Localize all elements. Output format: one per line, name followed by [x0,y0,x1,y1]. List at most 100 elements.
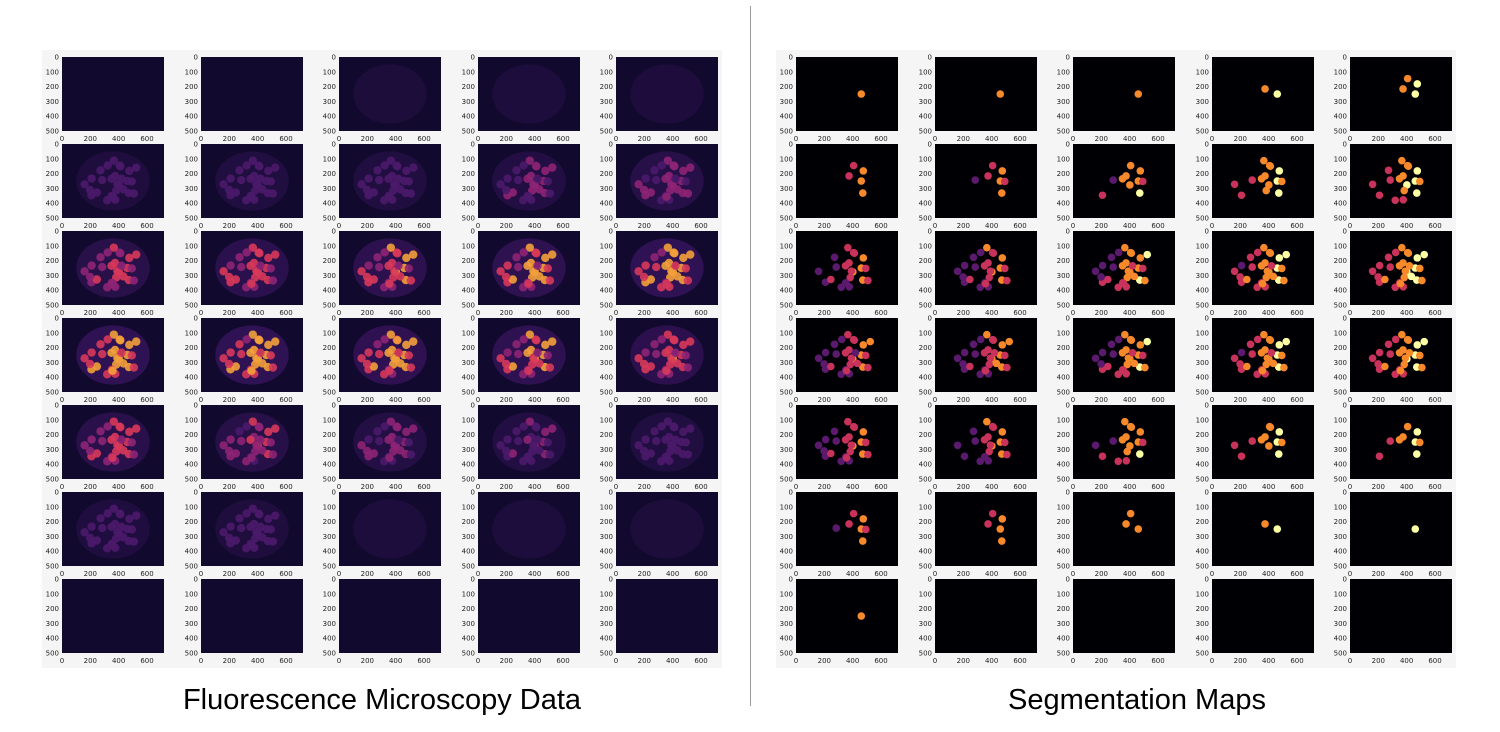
x-tick-label: 0 [1348,657,1352,665]
nucleus-spot [132,163,141,172]
segmented-nucleus [1260,520,1269,528]
segmented-nucleus [995,525,1004,533]
y-tick-label: 400 [780,461,793,469]
y-tick-label: 300 [1057,98,1070,106]
nucleus-spot [523,453,533,462]
y-tick-label: 200 [461,170,474,178]
nucleus-spot [257,359,267,368]
y-tick-label: 0 [470,576,474,584]
x-tick-label: 400 [527,483,540,491]
segmentation-frame: 0 100 200 300 400 500 0 200 400 600 [1190,575,1320,667]
nucleus-spot [117,522,126,531]
nucleus-spot [218,180,228,189]
y-tick-label: 0 [332,141,336,149]
x-tick-label: 0 [1348,222,1352,230]
x-tick-label: 0 [475,396,479,404]
nucleus-spot [242,509,251,518]
nucleus-spot [545,363,554,372]
segmentation-frame: 0 100 200 300 400 500 0 200 400 600 [1190,488,1320,580]
y-tick-label: 200 [1195,518,1208,526]
y-tick-label: 100 [600,416,613,424]
segmented-nucleus [1395,175,1404,183]
segmented-nucleus [850,423,859,432]
nucleus-spot [404,264,413,273]
y-tick-label: 300 [918,446,931,454]
nucleus-spot [679,166,688,176]
x-tick-label: 400 [666,483,679,491]
center-divider [750,6,751,706]
y-tick-label: 0 [1204,54,1208,62]
y-tick-label: 400 [323,113,336,121]
x-tick-label: 200 [222,483,235,491]
x-tick-label: 600 [556,570,569,578]
segmented-nucleus [958,273,967,281]
x-tick-label: 200 [1233,396,1246,404]
y-tick-label: 100 [184,242,197,250]
nucleus-spot [532,435,542,444]
segmented-nucleus [1400,360,1409,369]
x-tick-label: 0 [337,135,341,143]
segmented-nucleus [1415,177,1424,186]
segmented-nucleus [1401,354,1410,362]
nucleus-spot [545,450,554,459]
x-tick-label: 200 [84,483,97,491]
nucleus-spot [245,522,255,532]
y-tick-label: 300 [1057,272,1070,280]
y-tick-label: 300 [184,272,197,280]
y-tick-label: 100 [780,155,793,163]
y-tick-label: 100 [46,329,59,337]
segmented-nucleus [1274,254,1283,262]
nucleus-spot [394,261,403,270]
segmented-nucleus [1381,275,1389,284]
nucleus-spot [681,177,690,186]
nucleus-spot [681,438,690,447]
segmented-nucleus [970,263,979,271]
x-tick-label: 0 [1209,483,1213,491]
nucleus-spot [107,261,116,271]
nucleus-spot [107,522,116,532]
y-tick-label: 400 [1334,461,1347,469]
segmented-nucleus [1091,441,1100,450]
x-tick-label: 400 [1400,483,1413,491]
y-tick-label: 400 [600,113,613,121]
segmented-nucleus [830,427,839,436]
x-tick-label: 400 [112,570,125,578]
y-tick-label: 0 [789,315,793,323]
nucleus-spot [662,453,671,462]
segmented-nucleus [1257,262,1265,270]
nucleus-spot [686,337,695,346]
x-tick-label: 400 [1400,135,1413,143]
nucleus-spot [85,533,95,543]
segmented-nucleus [844,243,852,252]
segmented-nucleus [1121,243,1129,252]
x-tick-label: 400 [1123,657,1136,665]
nucleus-spot [671,348,680,357]
y-tick-label: 500 [46,128,59,136]
y-tick-label: 200 [1195,431,1208,439]
nucleus-spot [663,417,673,426]
x-tick-label: 0 [475,657,479,665]
y-tick-label: 200 [1334,344,1347,352]
y-tick-label: 200 [1334,83,1347,91]
x-tick-label: 400 [250,222,263,230]
fluorescence-frame: 0 100 200 300 400 500 0 200 400 600 [179,314,309,406]
segmented-nucleus [1138,264,1147,273]
embryo-glow [353,499,427,559]
x-tick-label: 600 [874,570,887,578]
segmented-nucleus [980,436,988,444]
nucleus-spot [108,279,117,288]
nucleus-spot [657,161,666,170]
segmented-nucleus [832,350,841,358]
segmented-nucleus [1134,90,1143,98]
nucleus-spot [117,348,126,357]
y-tick-label: 200 [918,344,931,352]
nucleus-spot [523,366,533,375]
x-tick-label: 200 [638,483,651,491]
nucleus-spot [119,185,128,194]
